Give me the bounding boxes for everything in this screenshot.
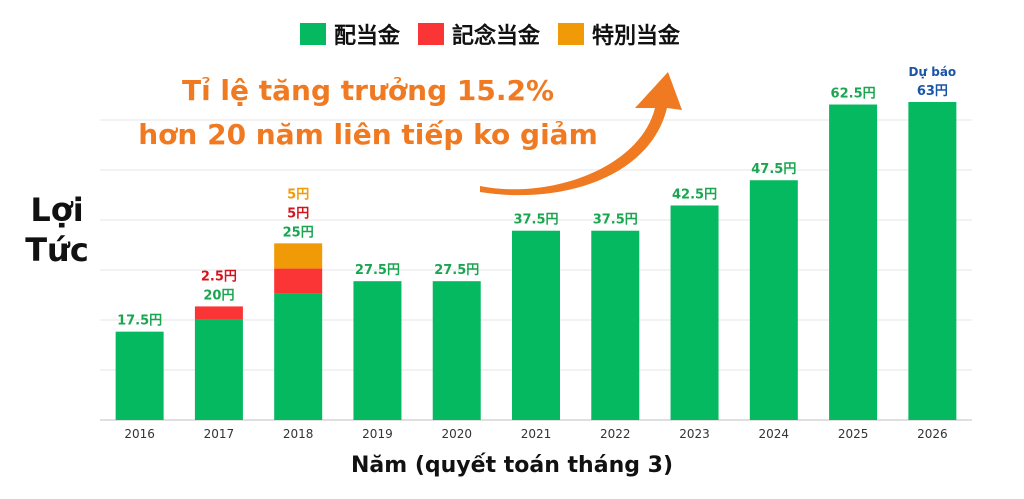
x-tick-2019: 2019 [362,427,393,441]
y-axis-label-line-1: Lợi [30,191,84,229]
data-label-2016-0: 17.5円 [117,314,162,329]
bar-2025-series-0 [829,104,878,421]
legend-item-dividend: 配当金 [300,18,400,50]
data-labels: 17.5円 20円 2.5円 25円 5円 5円 27.5円 27.5円 37.5円 37.5円 4… [117,65,956,329]
data-label-2022-0: 37.5円 [593,213,638,228]
legend-label-special: 特別当金 [592,24,681,49]
legend-swatch-dividend [300,23,326,45]
x-axis-label: Năm (quyết toán tháng 3) [351,453,673,478]
data-label-2019-0: 27.5円 [355,263,400,278]
bar-2021-series-0 [512,230,560,420]
bar-2026-series-0 [908,102,957,420]
data-label-2025-0: 62.5円 [831,87,876,102]
x-tick-2018: 2018 [283,427,314,441]
x-tick-2020: 2020 [441,427,472,441]
data-label-2026-0: 63円 [917,84,948,99]
bar-2022-series-0 [591,230,640,420]
bar-2023-series-0 [670,205,719,420]
legend-swatch-special [558,23,585,45]
annotation-line-2: hơn 20 năm liên tiếp ko giảm [138,118,598,151]
legend-item-special: 特別当金 [558,18,680,50]
legend-label-commemorative: 記念当金 [452,24,541,49]
bar-2017-series-0 [194,319,243,420]
bar-2016-series-0 [115,331,164,420]
data-label-2021-0: 37.5円 [513,213,558,228]
legend-swatch-commemorative [418,23,445,45]
bar-2018-series-0 [274,293,323,420]
data-label-2020-0: 27.5円 [434,263,479,278]
x-tick-2023: 2023 [679,427,710,441]
data-label-2024-0: 47.5円 [751,162,796,177]
growth-arrow-icon [480,72,682,196]
annotation-line-1: Tỉ lệ tăng trưởng 15.2% [181,74,554,107]
x-tick-2016: 2016 [124,427,155,441]
x-tick-2026: 2026 [917,427,948,441]
bar-2018-series-2 [274,243,323,269]
data-label-2017-1: 2.5円 [201,269,237,284]
x-tick-labels: 2016 2017 2018 2019 2020 2021 2022 2023 2024 2025… [124,427,947,441]
bar-2024-series-0 [749,180,798,420]
y-axis-label-line-2: Tức [25,231,89,269]
data-label-2018-1: 5円 [287,206,309,221]
data-label-2023-0: 42.5円 [672,187,717,202]
bars [115,102,957,421]
data-label-2017-0: 20円 [203,288,234,303]
legend: 配当金 記念当金 特別当金 [300,18,680,50]
legend-item-commemorative: 記念当金 [418,18,540,50]
growth-arrow [480,72,682,196]
bar-2017-series-1 [194,306,243,320]
x-tick-2021: 2021 [521,427,552,441]
bar-2020-series-0 [432,281,481,420]
x-tick-2024: 2024 [759,427,790,441]
data-label-2018-0: 25円 [283,225,314,240]
bar-2018-series-1 [274,268,323,294]
legend-label-dividend: 配当金 [334,24,401,49]
y-axis-label: Lợi Tức [18,190,96,270]
x-tick-2022: 2022 [600,427,631,441]
forecast-label: Dự báo [909,65,957,79]
data-label-2018-2: 5円 [287,187,309,202]
x-tick-2025: 2025 [838,427,869,441]
bar-2019-series-0 [353,281,402,420]
x-tick-2017: 2017 [204,427,235,441]
